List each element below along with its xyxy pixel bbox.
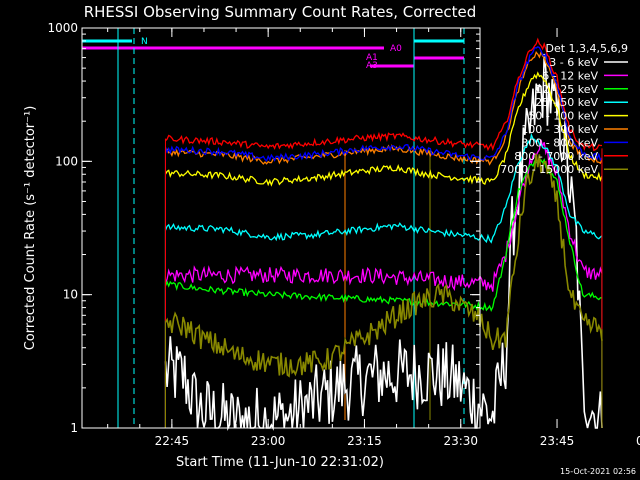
series-trace: [164, 153, 603, 378]
legend-label: 50 - 100 keV: [528, 110, 598, 123]
series-trace: [164, 71, 603, 187]
y-tick-label: 100: [55, 154, 78, 168]
x-axis: 22:45 23:00 23:15 23:30 23:45 00:00: [107, 28, 640, 448]
legend-label: 3 - 6 keV: [549, 56, 598, 69]
plot-frame: [81, 27, 481, 429]
annotation-label: A0: [390, 44, 402, 54]
series-7000-15000keV: [164, 153, 603, 428]
x-tick-label: 22:45: [155, 434, 190, 448]
series-layer: [164, 37, 603, 432]
attenuator-state-bars: [82, 28, 465, 428]
chart-title: RHESSI Observing Summary Count Rates, Co…: [84, 3, 477, 21]
annotation-label: A1: [366, 53, 378, 63]
series-6-12keV: [164, 139, 603, 428]
x-tick-label: 23:45: [540, 434, 575, 448]
series-trace: [164, 132, 603, 244]
y-axis-label: Corrected Count Rate (s⁻¹ detector⁻¹): [23, 106, 38, 351]
series-trace: [164, 53, 603, 432]
series-trace: [164, 158, 602, 312]
x-tick-label: 23:30: [443, 434, 478, 448]
legend-label: 100 - 300 keV: [521, 123, 598, 136]
y-tick-label: 1: [70, 421, 78, 435]
footer-timestamp: 15-Oct-2021 02:56: [560, 467, 636, 476]
legend-label: 7000 - 15000 keV: [500, 163, 598, 176]
x-tick-label: 23:15: [347, 434, 382, 448]
legend-label: 800 - 7000 keV: [514, 150, 598, 163]
x-axis-label: Start Time (11-Jun-10 22:31:02): [176, 455, 384, 470]
annotation-label: N: [141, 37, 148, 47]
legend-label: 300 - 800 keV: [521, 136, 598, 149]
series-trace: [165, 37, 602, 152]
annotations: N A1 A0 A3: [141, 37, 402, 71]
annotation-label: A3: [366, 61, 378, 71]
legend-label: 6 - 12 keV: [542, 69, 598, 82]
x-tick-label: 00:00: [636, 434, 640, 448]
legend-title: Det 1,3,4,5,6,9: [545, 42, 628, 55]
y-axis: 1 10 100 1000: [47, 21, 480, 435]
series-trace: [164, 46, 603, 162]
legend-label: 25 - 50 keV: [535, 96, 598, 109]
series-12-25keV: [164, 158, 603, 428]
y-tick-label: 10: [63, 288, 78, 302]
legend-label: 12 - 25 keV: [535, 83, 598, 96]
x-tick-label: 23:00: [251, 434, 286, 448]
y-tick-label: 1000: [47, 21, 78, 35]
